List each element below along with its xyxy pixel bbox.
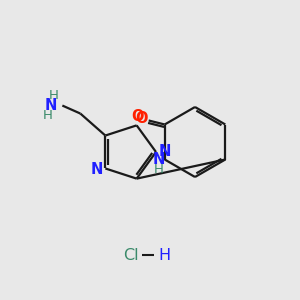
Text: H: H	[48, 89, 58, 102]
Text: H: H	[158, 248, 170, 262]
Text: O: O	[135, 111, 148, 126]
Text: O: O	[131, 109, 144, 124]
Text: N: N	[152, 152, 165, 167]
Text: Cl: Cl	[123, 248, 139, 262]
Text: N: N	[44, 98, 56, 113]
Text: H: H	[154, 163, 164, 176]
Text: H: H	[42, 109, 52, 122]
Text: N: N	[159, 143, 171, 158]
Text: N: N	[90, 162, 103, 177]
